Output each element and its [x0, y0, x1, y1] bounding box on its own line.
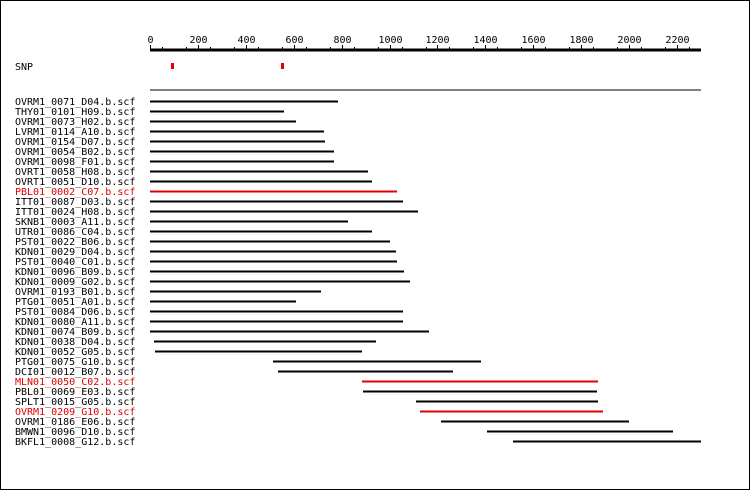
snp-marker — [171, 63, 174, 69]
read-label: KDN01_0096_B09.b.scf — [15, 267, 135, 278]
read-label: LVRM1_0114_A10.b.scf — [15, 127, 135, 138]
read-label: SKNB1_0003_A11.b.scf — [15, 217, 135, 228]
tick-label: 1800 — [569, 35, 593, 46]
x-axis: 0 200 400 600 800 1000 1200 1400 1600 1800 2000 220… — [147, 35, 701, 52]
read-label: PST01_0040_C01.b.scf — [15, 257, 135, 268]
tick-label: 2200 — [665, 35, 689, 46]
tick-label: 1400 — [473, 35, 497, 46]
read-label: OVRM1_0193_B01.b.scf — [15, 287, 135, 298]
read-label: OVRM1_0209_G10.b.scf — [15, 407, 135, 418]
read-label: KDN01_0029_D04.b.scf — [15, 247, 135, 258]
tick-label: 1200 — [425, 35, 449, 46]
read-label: OVRM1_0054_B02.b.scf — [15, 147, 135, 158]
read-label: PTG01_0051_A01.b.scf — [15, 297, 135, 308]
read-label: BKFL1_0008_G12.b.scf — [15, 437, 135, 448]
read-label: KDN01_0038_D04.b.scf — [15, 337, 135, 348]
read-label: MLN01_0050_C02.b.scf — [15, 377, 135, 388]
tick-label: 1600 — [521, 35, 545, 46]
read-label: THY01_0101_H09.b.scf — [15, 107, 135, 118]
read-label: OVRM1_0071_D04.b.scf — [15, 97, 135, 108]
tick-label: 0 — [147, 35, 153, 46]
read-label: OVRM1_0154_D07.b.scf — [15, 137, 135, 148]
read-label: PBL01_0002_C07.b.scf — [15, 187, 135, 198]
read-label: SPLT1_0015_G05.b.scf — [15, 397, 135, 408]
tick-label: 200 — [189, 35, 207, 46]
read-label: KDN01_0074_B09.b.scf — [15, 327, 135, 338]
read-label: OVRM1_0098_F01.b.scf — [15, 157, 135, 168]
read-label: PST01_0022_B06.b.scf — [15, 237, 135, 248]
tick-label: 800 — [333, 35, 351, 46]
snp-marker — [281, 63, 284, 69]
read-label: OVRM1_0073_H02.b.scf — [15, 117, 135, 128]
read-label: OVRM1_0186_E06.b.scf — [15, 417, 135, 428]
tick-label: 600 — [285, 35, 303, 46]
read-label: BMWN1_0096_D10.b.scf — [15, 427, 135, 438]
tick-label: 1000 — [378, 35, 402, 46]
read-label: KDN01_0080_A11.b.scf — [15, 317, 135, 328]
read-label: DCI01_0012_B07.b.scf — [15, 367, 135, 378]
read-label: KDN01_0052_G05.b.scf — [15, 347, 135, 358]
read-label: KDN01_0009_G02.b.scf — [15, 277, 135, 288]
tick-label: 400 — [237, 35, 255, 46]
read-label: OVRT1_0058_H08.b.scf — [15, 167, 135, 178]
read-label: UTR01_0086_C04.b.scf — [15, 227, 135, 238]
read-label: PTG01_0075_G10.b.scf — [15, 357, 135, 368]
read-label: PBL01_0069_E03.b.scf — [15, 387, 135, 398]
read-label: ITT01_0024_H08.b.scf — [15, 207, 135, 218]
snp-label: SNP — [15, 62, 33, 73]
read-label: OVRT1_0051_D10.b.scf — [15, 177, 135, 188]
snp-track: SNP — [15, 62, 284, 73]
tick-label: 2000 — [617, 35, 641, 46]
reads-list: OVRM1_0071_D04.b.scfTHY01_0101_H09.b.scf… — [15, 97, 701, 448]
read-label: PST01_0084_D06.b.scf — [15, 307, 135, 318]
read-label: ITT01_0087_D03.b.scf — [15, 197, 135, 208]
